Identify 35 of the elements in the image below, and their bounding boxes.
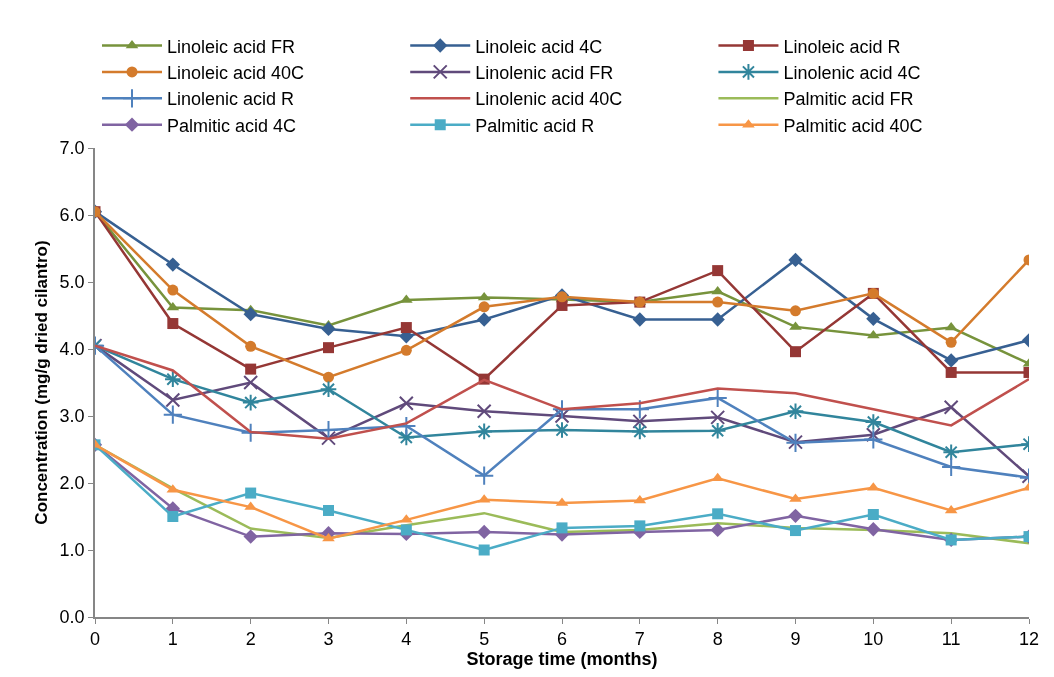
x-tick-label: 12 [1018, 629, 1040, 650]
legend-label: Linolenic acid 4C [783, 62, 921, 83]
legend-label: Linolenic acid FR [475, 62, 614, 83]
legend-label: Linoleic acid R [783, 36, 901, 57]
y-tick-label: 7.0 [59, 138, 85, 159]
x-tick-label: 8 [712, 629, 723, 650]
x-tick-label: 4 [401, 629, 412, 650]
x-tick-label: 9 [790, 629, 801, 650]
y-tick-label: 4.0 [59, 339, 85, 360]
legend-label: Linolenic acid R [167, 89, 295, 110]
x-tick-label: 0 [89, 629, 101, 650]
x-tick-label: 5 [479, 629, 490, 650]
x-tick-label: 11 [941, 629, 961, 650]
y-tick-label: 6.0 [59, 205, 85, 226]
legend-label: Linoleic acid 40C [167, 62, 305, 83]
y-tick-label: 5.0 [59, 272, 85, 293]
y-axis-title: Concentration (mg/g dried cilantro) [31, 240, 51, 525]
x-tick-label: 1 [167, 629, 178, 650]
y-tick-label: 2.0 [59, 473, 85, 494]
y-tick-label: 1.0 [59, 540, 85, 561]
y-tick-label: 3.0 [59, 406, 85, 427]
x-tick-label: 2 [245, 629, 256, 650]
legend-label: Linoleic acid 4C [475, 36, 603, 57]
y-tick-label: 0.0 [59, 607, 85, 628]
legend-label: Linolenic acid 40C [475, 89, 623, 110]
legend-label: Palmitic acid 40C [783, 115, 923, 136]
x-axis-title: Storage time (months) [466, 649, 658, 670]
x-tick-label: 6 [556, 629, 568, 650]
legend-label: Palmitic acid FR [783, 89, 914, 110]
x-tick-label: 7 [634, 629, 645, 650]
legend-label: Palmitic acid R [475, 115, 595, 136]
legend-label: Palmitic acid 4C [167, 115, 297, 136]
x-tick-label: 3 [323, 629, 334, 650]
x-tick-label: 10 [863, 629, 884, 650]
legend-label: Linoleic acid FR [167, 36, 296, 57]
